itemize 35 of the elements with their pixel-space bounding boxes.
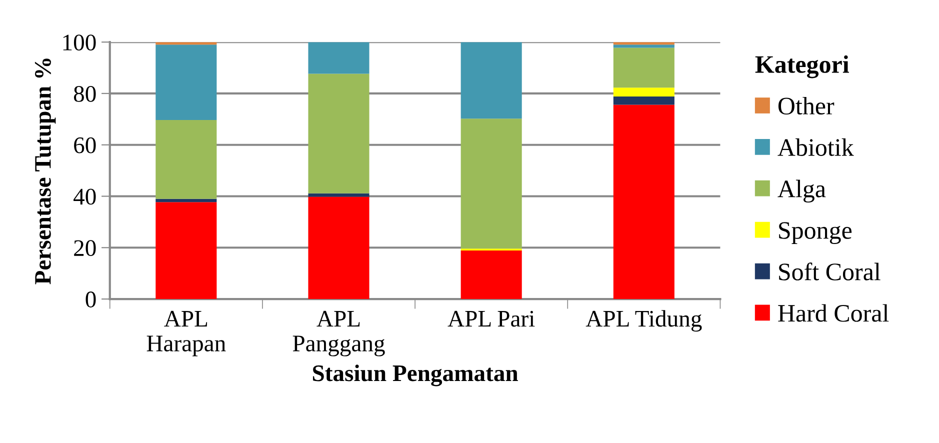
legend-label: Alga <box>778 180 826 203</box>
x-tick-label: APL Harapan <box>146 310 226 356</box>
legend-title: Kategori <box>755 55 849 78</box>
x-tick-label: APL Tidung <box>586 310 702 332</box>
y-tick-label: 80 <box>74 86 96 102</box>
bar <box>613 44 674 48</box>
y-tick-label: 100 <box>63 34 96 51</box>
bar <box>460 42 522 119</box>
legend-label: Sponge <box>779 222 852 244</box>
bar <box>613 104 674 300</box>
bar <box>460 250 522 300</box>
y-axis-title: Persentase Tutupan % <box>34 58 56 284</box>
legend-label: Abiotik <box>778 138 854 156</box>
bar <box>308 42 370 74</box>
y-tick-label: 0 <box>86 292 96 308</box>
bar <box>308 196 370 300</box>
x-tick-label: APL Pari <box>448 310 535 327</box>
bar <box>308 193 370 197</box>
bar <box>613 88 674 97</box>
bar <box>613 48 674 88</box>
bar <box>156 120 217 199</box>
bar <box>613 96 674 105</box>
bar <box>156 198 217 202</box>
legend-label: Hard Coral <box>778 304 889 322</box>
x-axis-title: Stasiun Pengamatan <box>312 364 518 386</box>
y-tick-label: 60 <box>74 137 96 154</box>
bar <box>460 118 522 249</box>
y-tick-label: 20 <box>74 240 96 256</box>
x-tick-label: APL Panggang <box>292 310 385 356</box>
bar <box>156 44 217 120</box>
legend-label: Soft Coral <box>779 262 880 280</box>
y-tick-label: 40 <box>74 188 96 205</box>
legend-label: Other <box>778 96 834 115</box>
bar <box>156 202 217 300</box>
bar <box>308 74 370 194</box>
